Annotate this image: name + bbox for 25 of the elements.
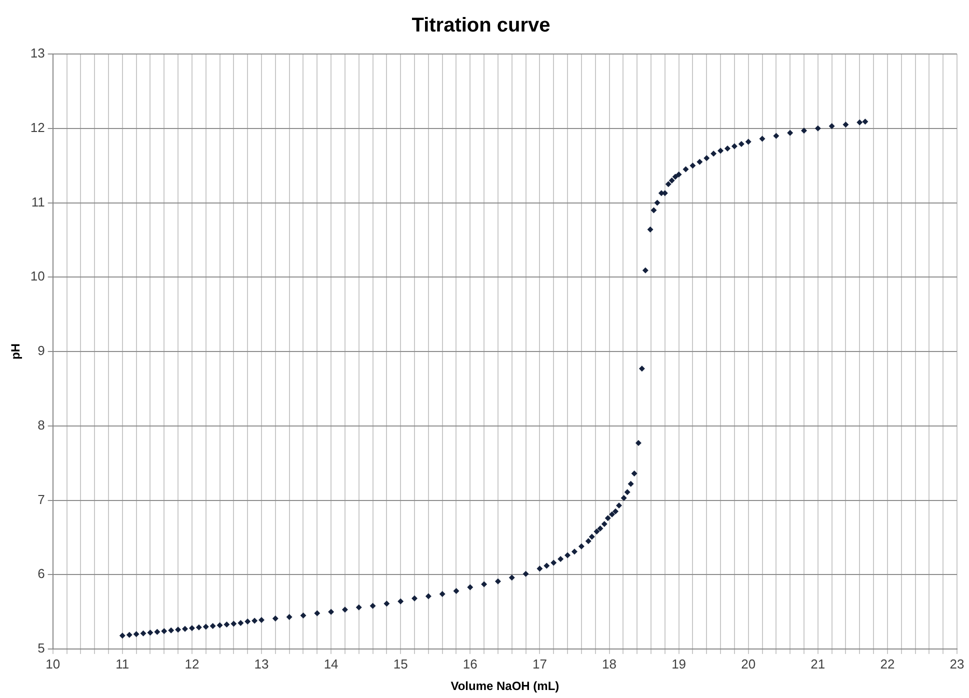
y-tick-label: 11 [31,194,45,210]
y-tick-label: 10 [30,268,45,284]
x-tick-label: 11 [116,656,130,672]
x-tick-label: 18 [602,656,616,672]
x-tick-label: 22 [880,656,895,672]
x-tick-label: 19 [672,656,686,672]
y-tick-label: 6 [38,566,45,582]
y-tick-label: 9 [38,343,45,358]
x-tick-label: 14 [324,656,338,672]
y-tick-label: 8 [38,417,45,432]
x-tick-label: 12 [184,656,200,672]
x-tick-label: 13 [254,656,269,672]
y-tick-label: 7 [38,492,45,507]
x-tick-label: 21 [810,656,826,672]
x-tick-label: 16 [462,656,478,672]
chart-title: Titration curve [412,14,550,37]
x-tick-label: 15 [393,656,408,672]
y-tick-label: 12 [30,120,45,135]
x-tick-label: 20 [741,656,756,672]
x-axis-title: Volume NaOH (mL) [450,679,560,694]
y-tick-label: 13 [30,46,45,61]
y-tick-label: 5 [38,640,45,656]
x-tick-label: 23 [950,656,964,672]
y-axis-title: pH [8,344,23,360]
x-tick-label: 17 [532,656,547,672]
